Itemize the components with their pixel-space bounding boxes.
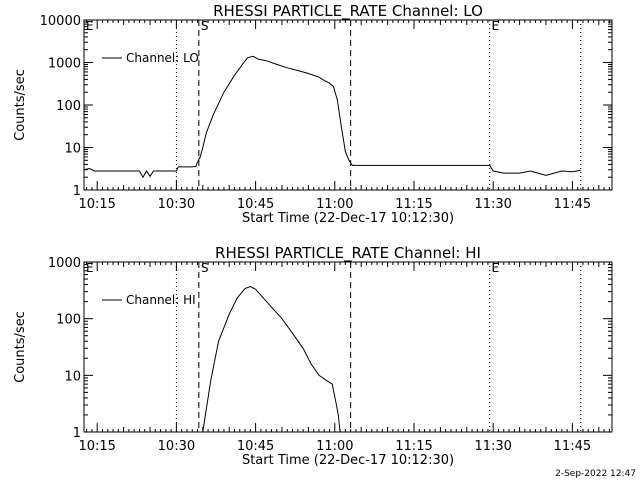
marker-label: E (492, 261, 500, 275)
marker-label: S (201, 19, 209, 33)
y-tick-label: 10000 (40, 14, 81, 29)
x-tick-label: 11:15 (395, 197, 432, 212)
marker-label: E (86, 261, 94, 275)
series-line (202, 285, 341, 433)
x-tick-label: 11:30 (474, 439, 511, 454)
legend-label: Channel: LO (126, 51, 199, 65)
x-tick-label: 11:45 (554, 439, 591, 454)
marker-label: S (201, 261, 209, 275)
x-axis-label: Start Time (22-Dec-17 10:12:30) (242, 211, 454, 226)
marker-label: E (86, 19, 94, 33)
x-tick-label: 11:00 (316, 197, 353, 212)
x-axis-label: Start Time (22-Dec-17 10:12:30) (242, 453, 454, 468)
x-tick-label: 10:30 (158, 197, 195, 212)
chart-title: RHESSI PARTICLE_RATE Channel: HI (215, 244, 481, 263)
y-tick-label: 1000 (48, 256, 81, 271)
x-tick-label: 10:15 (78, 197, 115, 212)
marker-label: E (492, 19, 500, 33)
footer-date: 2-Sep-2022 12:47 (555, 469, 636, 479)
y-tick-label: 1000 (48, 57, 81, 72)
x-tick-label: 11:15 (395, 439, 432, 454)
y-tick-label: 1 (73, 184, 81, 199)
y-tick-label: 10 (64, 142, 81, 157)
x-tick-label: 10:45 (237, 439, 274, 454)
x-tick-label: 11:45 (554, 197, 591, 212)
series-line (83, 55, 581, 179)
legend-label: Channel: HI (126, 293, 196, 307)
y-axis-label: Counts/sec (13, 311, 28, 383)
x-tick-label: 10:15 (78, 439, 115, 454)
y-axis-label: Counts/sec (13, 69, 28, 141)
y-tick-label: 100 (56, 313, 81, 328)
y-tick-label: 100 (56, 99, 81, 114)
x-tick-label: 11:00 (316, 439, 353, 454)
x-tick-label: 11:30 (474, 197, 511, 212)
plot-frame (83, 19, 613, 191)
y-tick-label: 1 (73, 426, 81, 441)
chart-title: RHESSI PARTICLE_RATE Channel: LO (213, 2, 483, 21)
y-tick-label: 10 (64, 369, 81, 384)
x-tick-label: 10:45 (237, 197, 274, 212)
plot-frame (83, 261, 613, 433)
x-tick-label: 10:30 (158, 439, 195, 454)
